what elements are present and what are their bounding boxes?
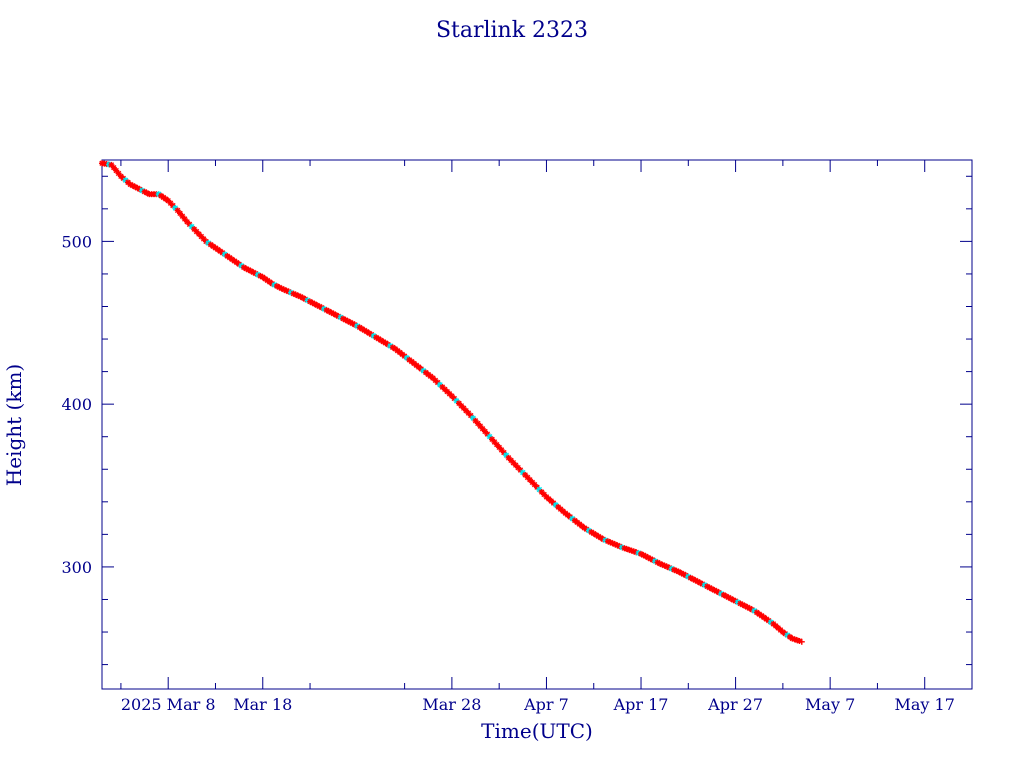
chart-title: Starlink 2323 [436, 18, 588, 43]
x-tick-label-6: May 7 [805, 695, 855, 714]
y-tick-label-2: 500 [61, 232, 92, 251]
y-tick-label-1: 400 [61, 395, 92, 414]
x-tick-label-7: May 17 [895, 695, 955, 714]
data-point [252, 270, 259, 277]
x-tick-label-2: Mar 28 [422, 695, 481, 714]
plot-frame [101, 159, 973, 690]
series-line-0 [101, 162, 802, 643]
axis-ticks: 2025 Mar 8 Mar 18 Mar 28 Apr 7 Apr 17 Apr 27 M… [61, 160, 973, 714]
x-tick-label-3: Apr 7 [523, 695, 569, 714]
x-axis-label: Time(UTC) [481, 719, 593, 743]
x-tick-label-5: Apr 27 [707, 695, 763, 714]
series-group [99, 160, 805, 645]
x-tick-label-0: 2025 Mar 8 [121, 695, 216, 714]
y-tick-label-0: 300 [61, 558, 92, 577]
data-point [798, 638, 805, 645]
x-tick-label-1: Mar 18 [233, 695, 292, 714]
x-tick-label-4: Apr 17 [613, 695, 669, 714]
y-axis-label: Height (km) [2, 364, 26, 486]
